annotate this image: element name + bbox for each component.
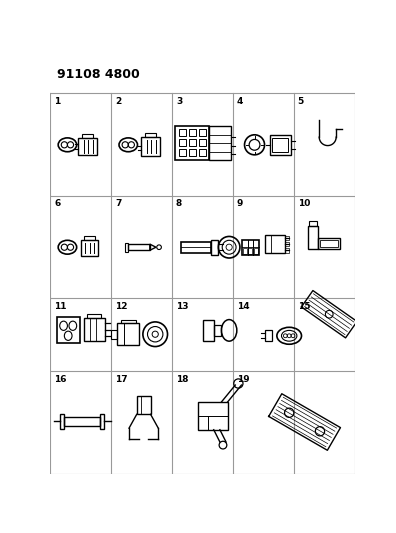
Bar	[81, 239, 98, 256]
Text: 13: 13	[176, 302, 188, 311]
Bar	[118, 324, 139, 345]
Bar	[285, 236, 289, 240]
Text: 11: 11	[54, 302, 67, 311]
Text: 12: 12	[115, 302, 128, 311]
Bar	[100, 414, 105, 429]
Bar	[84, 236, 95, 239]
Text: 4: 4	[237, 97, 243, 106]
Bar	[248, 248, 252, 254]
Bar	[198, 402, 228, 430]
Bar	[175, 126, 209, 160]
Bar	[82, 134, 93, 138]
Bar	[141, 137, 160, 156]
Text: 6: 6	[54, 199, 61, 208]
Bar	[78, 138, 97, 155]
Bar	[189, 149, 196, 156]
Bar	[265, 330, 272, 341]
Text: 8: 8	[176, 199, 182, 208]
Bar	[214, 325, 221, 336]
Text: 14: 14	[237, 302, 249, 311]
Bar	[60, 414, 65, 429]
Text: 16: 16	[54, 375, 67, 384]
Bar	[145, 133, 156, 137]
Bar	[203, 320, 214, 341]
Bar	[111, 329, 118, 339]
Text: 7: 7	[115, 199, 122, 208]
Bar	[199, 130, 206, 136]
Text: 5: 5	[298, 97, 304, 106]
Bar	[189, 140, 196, 147]
Bar	[265, 235, 285, 253]
Bar	[179, 149, 186, 156]
Bar	[285, 248, 289, 253]
Text: 91108 4800: 91108 4800	[57, 68, 139, 81]
Bar	[270, 135, 291, 155]
Bar	[209, 126, 230, 160]
Bar	[120, 320, 136, 324]
Text: 19: 19	[237, 375, 249, 384]
Bar	[189, 130, 196, 136]
Bar	[64, 417, 100, 426]
Text: 1: 1	[54, 97, 61, 106]
Text: 17: 17	[115, 375, 128, 384]
Bar	[318, 238, 340, 249]
Bar	[88, 314, 101, 318]
Bar	[285, 242, 289, 246]
Bar	[308, 225, 318, 249]
Text: 3: 3	[176, 97, 182, 106]
Text: 9: 9	[237, 199, 243, 208]
Bar	[84, 318, 105, 341]
Text: 2: 2	[115, 97, 122, 106]
Bar	[199, 149, 206, 156]
Bar	[57, 317, 80, 343]
Bar	[254, 248, 258, 254]
Bar	[243, 248, 247, 254]
Bar	[309, 221, 317, 225]
Bar	[199, 140, 206, 147]
Bar	[211, 239, 218, 255]
Bar	[272, 138, 288, 152]
Bar	[320, 239, 339, 247]
Bar	[137, 396, 150, 414]
Bar	[179, 140, 186, 147]
Bar	[181, 242, 211, 253]
Bar	[179, 130, 186, 136]
Bar	[128, 244, 150, 251]
Text: 10: 10	[298, 199, 310, 208]
Text: 15: 15	[298, 302, 310, 311]
Text: 18: 18	[176, 375, 188, 384]
Bar	[125, 243, 128, 252]
Bar	[242, 239, 259, 255]
